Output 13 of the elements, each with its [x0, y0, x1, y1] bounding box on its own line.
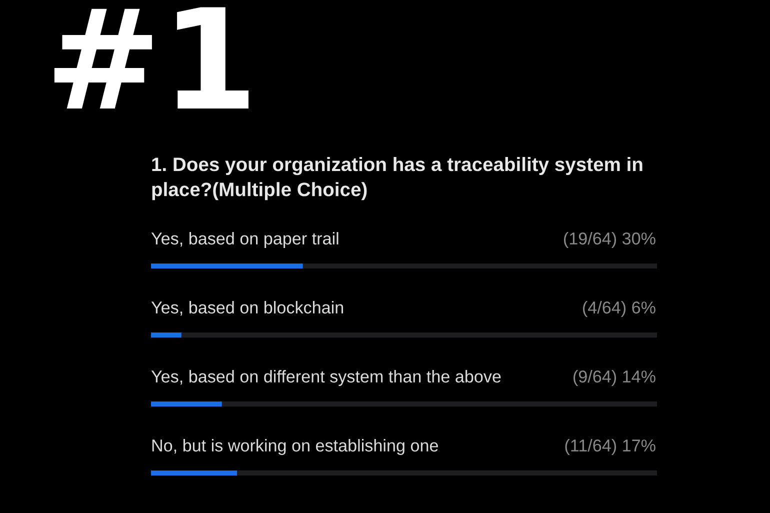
y-tick-label: Yes, based on blockchain — [151, 301, 344, 316]
bar — [151, 470, 238, 476]
chart-subtitle: 1. Does your organization has a traceability system in place?(Multiple Choice) — [152, 157, 642, 200]
bar — [151, 402, 222, 406]
y-tick-label: Yes, based on paper trail — [151, 232, 338, 248]
bar — [151, 332, 182, 338]
data-label: (19/64) 30% — [564, 232, 656, 248]
data-label: (11/64) 17% — [565, 439, 656, 455]
chart-title: #1 — [54, 7, 248, 109]
y-tick-label: No, but is working on establishing one — [152, 439, 438, 455]
y-tick-label: Yes, based on different system than the above — [151, 370, 501, 386]
data-label: (4/64) 6% — [583, 301, 656, 317]
data-label: (9/64) 14% — [574, 370, 656, 386]
